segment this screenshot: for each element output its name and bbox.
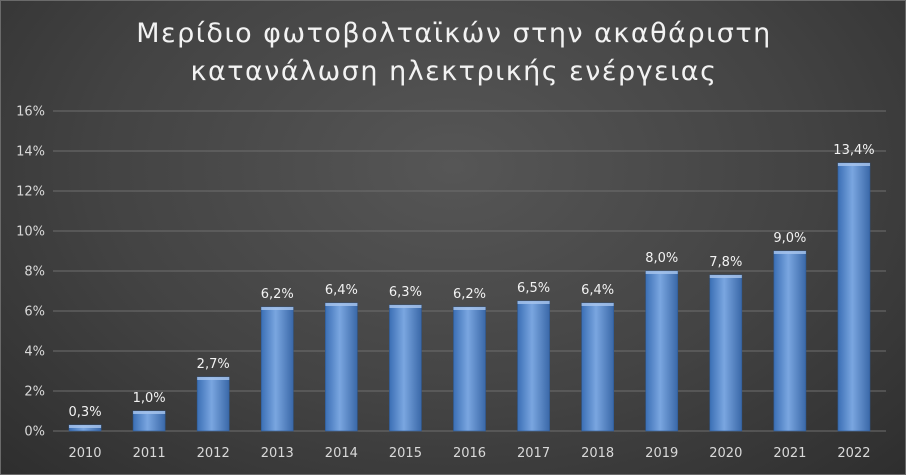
x-tick-label-2010: 2010: [68, 446, 101, 461]
bar-top-highlight-2017: [517, 301, 550, 304]
bar-top-highlight-2022: [837, 163, 870, 166]
bar-2019: [645, 270, 679, 432]
x-tick-label-2016: 2016: [453, 446, 486, 461]
bar-2014: [325, 302, 358, 432]
bar-top-highlight-2015: [389, 305, 422, 308]
data-label-2020: 7,8%: [709, 255, 742, 270]
x-tick-label-2014: 2014: [325, 446, 358, 461]
data-label-2012: 2,7%: [197, 357, 230, 372]
data-label-2018: 6,4%: [581, 283, 614, 298]
bar-2020: [709, 274, 743, 432]
y-tick-label: 14%: [16, 145, 45, 160]
x-tick-label-2022: 2022: [837, 446, 870, 461]
chart-title: Μερίδιο φωτοβολταϊκών στην ακαθάριστη κα…: [1, 15, 905, 91]
bar-top-highlight-2019: [645, 271, 678, 274]
bar-top-highlight-2010: [69, 425, 102, 428]
bar-top-highlight-2020: [709, 275, 742, 278]
data-label-2010: 0,3%: [69, 405, 102, 420]
bar-top-highlight-2021: [773, 251, 806, 254]
bar-2018: [581, 302, 614, 432]
bar-2013: [260, 306, 294, 432]
x-tick-label-2020: 2020: [709, 446, 742, 461]
chart-title-line-2: κατανάλωση ηλεκτρικής ενέργειας: [190, 56, 718, 87]
data-label-2019: 8,0%: [645, 251, 678, 266]
x-tick-label-2017: 2017: [517, 446, 550, 461]
bar-top-highlight-2013: [261, 307, 294, 310]
bar-2022: [837, 162, 871, 432]
y-tick-label: 8%: [24, 265, 45, 280]
bar-2015: [389, 304, 422, 432]
bar-top-highlight-2012: [197, 377, 230, 380]
data-label-2014: 6,4%: [325, 283, 358, 298]
bar-top-highlight-2018: [581, 303, 614, 306]
x-tick-label-2012: 2012: [197, 446, 230, 461]
x-tick-label-2019: 2019: [645, 446, 678, 461]
y-tick-label: 2%: [24, 385, 45, 400]
data-label-2017: 6,5%: [517, 281, 550, 296]
data-label-2013: 6,2%: [261, 287, 294, 302]
bar-top-highlight-2014: [325, 303, 358, 306]
y-tick-label: 4%: [24, 345, 45, 360]
data-label-2022: 13,4%: [833, 143, 874, 158]
x-tick-label-2015: 2015: [389, 446, 422, 461]
bar-2017: [517, 300, 550, 432]
bar-2016: [453, 306, 486, 432]
y-tick-label: 0%: [24, 425, 45, 440]
x-tick-label-2011: 2011: [133, 446, 166, 461]
data-label-2011: 1,0%: [133, 391, 166, 406]
y-tick-label: 12%: [16, 185, 45, 200]
y-tick-label: 6%: [24, 305, 45, 320]
bar-2021: [773, 250, 807, 432]
x-tick-label-2013: 2013: [261, 446, 294, 461]
chart-title-line-1: Μερίδιο φωτοβολταϊκών στην ακαθάριστη: [136, 18, 772, 49]
bar-top-highlight-2011: [133, 411, 166, 414]
y-tick-label: 10%: [16, 225, 45, 240]
x-tick-label-2021: 2021: [773, 446, 806, 461]
bar-2012: [196, 376, 230, 432]
data-label-2016: 6,2%: [453, 287, 486, 302]
x-tick-label-2018: 2018: [581, 446, 614, 461]
data-label-2021: 9,0%: [773, 231, 806, 246]
y-tick-label: 16%: [16, 105, 45, 120]
data-label-2015: 6,3%: [389, 285, 422, 300]
bar-top-highlight-2016: [453, 307, 486, 310]
